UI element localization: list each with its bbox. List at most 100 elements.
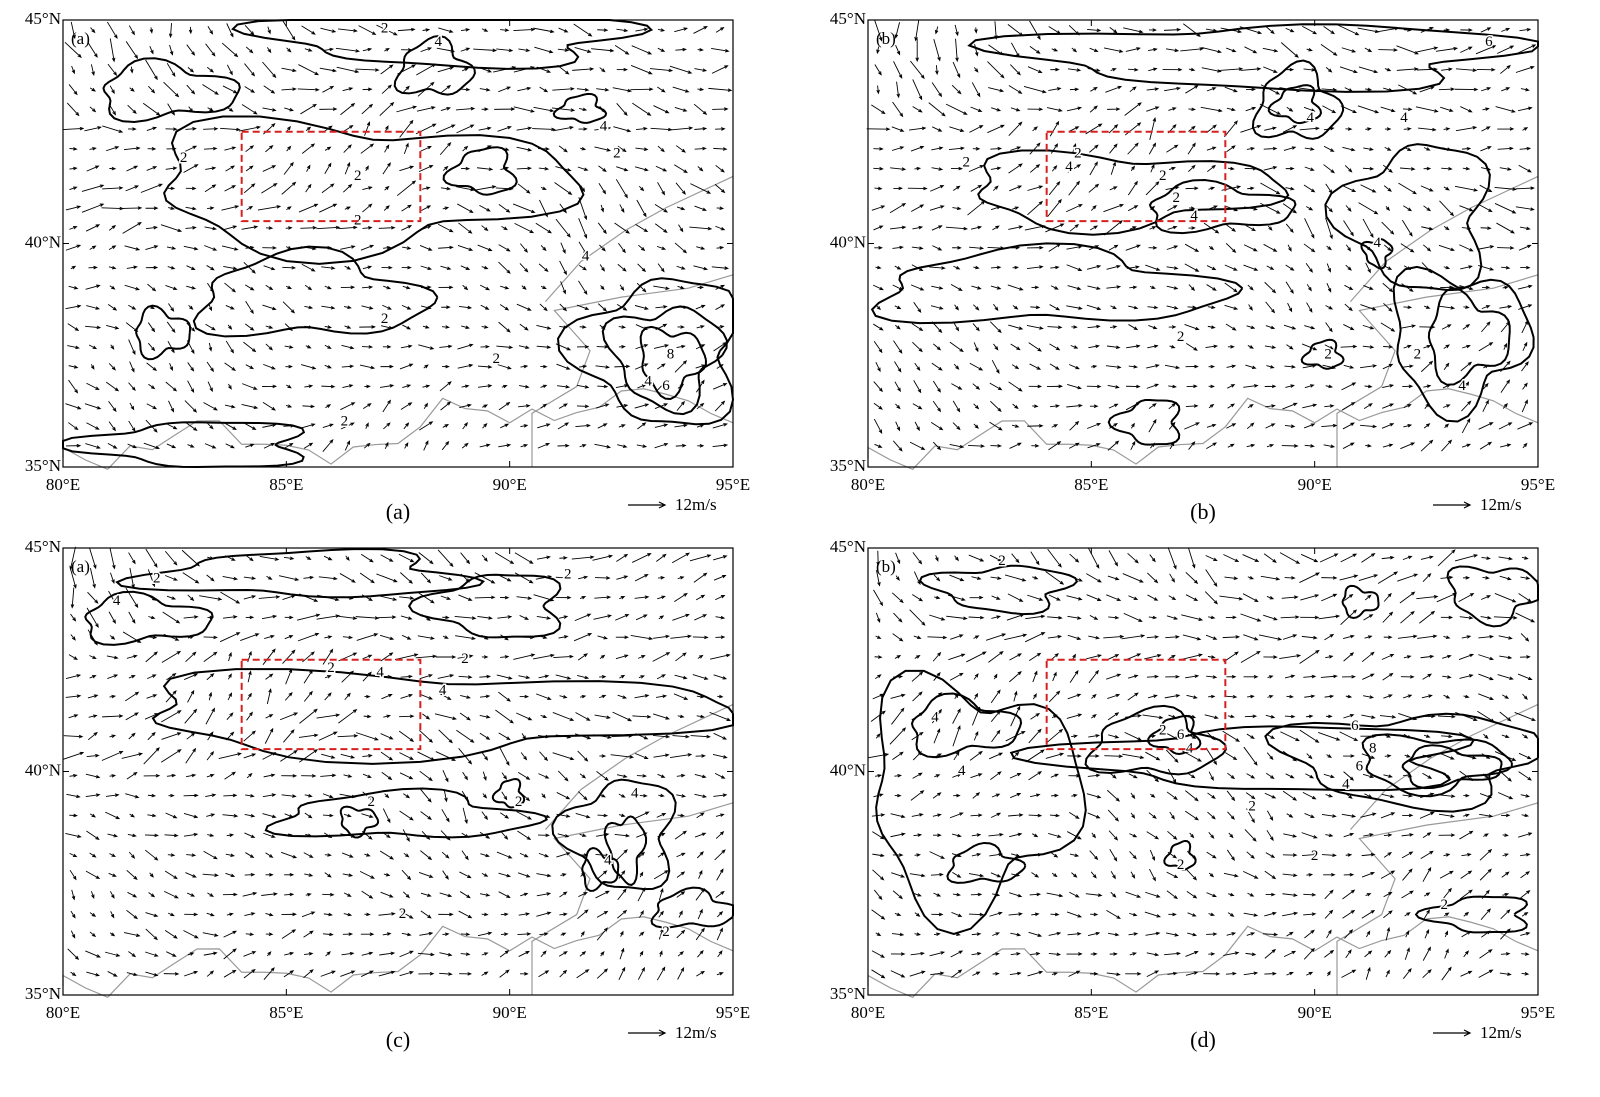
wind-vector [68, 365, 79, 369]
wind-vector [1088, 183, 1100, 193]
wind-vector [1130, 422, 1135, 429]
wind-vector [552, 712, 575, 721]
wind-vector [380, 554, 394, 562]
wind-vector [1050, 67, 1060, 72]
wind-vector [85, 443, 101, 449]
wind-vector [970, 813, 983, 818]
wind-vector [1402, 813, 1414, 818]
wind-vector [500, 285, 510, 290]
wind-vector [1206, 442, 1218, 450]
contour-line [967, 23, 1539, 93]
wind-vector [1458, 593, 1475, 602]
wind-vector [238, 125, 261, 132]
wind-vector [520, 892, 529, 897]
wind-vector [1364, 594, 1372, 601]
wind-vector [1342, 442, 1355, 449]
wind-vector [399, 971, 414, 977]
wind-vector [1206, 423, 1217, 428]
wind-vector [1382, 672, 1394, 681]
wind-vector [618, 793, 626, 798]
wind-vector [421, 186, 431, 190]
wind-vector [1262, 932, 1279, 937]
wind-vector [1028, 384, 1043, 389]
wind-vector [658, 927, 664, 940]
wind-vector [610, 754, 635, 759]
wind-vector [187, 952, 195, 956]
wind-vector [1186, 694, 1198, 699]
wind-vector [1248, 304, 1253, 311]
panel-caption: (a) [386, 499, 410, 524]
wind-vector [1207, 655, 1216, 659]
wind-vector [1420, 439, 1434, 452]
wind-vector [266, 47, 272, 54]
lat-tick-label: 45°N [830, 537, 866, 556]
lon-tick-label: 85°E [269, 1003, 303, 1022]
wind-vector [1166, 305, 1179, 310]
wind-vector [168, 303, 175, 312]
wind-vector [914, 362, 921, 371]
wind-vector [221, 245, 239, 251]
wind-vector [462, 807, 468, 825]
wind-vector [461, 850, 469, 861]
wind-vector [167, 340, 175, 354]
wind-vector [1493, 616, 1518, 620]
wind-vector [715, 635, 726, 639]
wind-vector [557, 833, 570, 838]
wind-vector [247, 670, 252, 683]
wind-vector [1128, 773, 1138, 779]
wind-vector [204, 245, 218, 251]
wind-vector [380, 384, 395, 388]
wind-vector [481, 265, 489, 270]
wind-vector [439, 141, 452, 156]
wind-vector [1125, 972, 1142, 976]
wind-vector [1384, 754, 1392, 758]
wind-vector [66, 102, 80, 117]
wind-vector [1438, 305, 1456, 310]
wind-vector [1028, 342, 1042, 352]
wind-vector [580, 146, 587, 151]
wind-vector [933, 932, 941, 936]
wind-vector [873, 402, 883, 410]
wind-vector [674, 164, 688, 174]
wind-vector [1438, 87, 1456, 91]
wind-vector [498, 443, 512, 448]
wind-vector [988, 752, 1004, 760]
wind-vector [245, 615, 255, 620]
wind-vector [459, 712, 471, 721]
wind-vector [1050, 143, 1059, 154]
wind-vector [498, 732, 511, 741]
wind-vector [440, 595, 452, 600]
wind-vector [1521, 911, 1529, 917]
wind-vector [496, 345, 514, 350]
wind-vector [653, 344, 670, 349]
wind-vector [635, 147, 649, 151]
wind-vector [422, 713, 431, 720]
wind-vector [928, 102, 946, 117]
wind-vector [1240, 67, 1262, 71]
wind-vector [65, 443, 82, 448]
wind-vector [1010, 793, 1022, 799]
lat-tick-label: 40°N [25, 232, 61, 251]
wind-vector [1048, 832, 1062, 838]
wind-vector [1518, 304, 1533, 310]
wind-vector [1517, 284, 1533, 290]
wind-vector [1521, 813, 1530, 818]
wind-vector [990, 285, 1002, 290]
wind-vector [540, 714, 548, 719]
wind-vector [971, 285, 982, 290]
wind-vector [161, 732, 182, 740]
wind-vector [674, 830, 688, 840]
wind-vector [244, 323, 255, 331]
wind-vector [1184, 810, 1199, 821]
wind-vector [378, 912, 396, 916]
wind-vector [1478, 654, 1495, 661]
wind-vector [989, 321, 1002, 334]
wind-vector [1383, 891, 1393, 898]
wind-vector [206, 265, 215, 271]
wind-vector [245, 46, 254, 54]
wind-vector [1383, 774, 1393, 778]
wind-vector [870, 710, 886, 722]
wind-vector [281, 774, 298, 778]
wind-vector [1481, 321, 1491, 333]
wind-vector [591, 48, 615, 53]
